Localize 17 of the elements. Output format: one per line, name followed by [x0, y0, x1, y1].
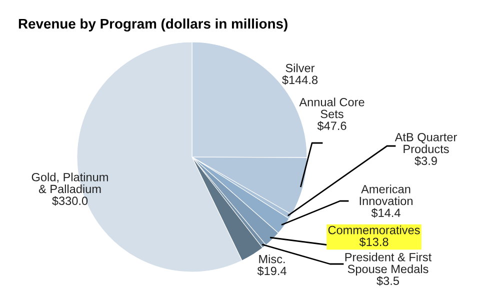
- slice-label: Gold, Platinum & Palladium: [32, 172, 108, 194]
- data-label: $47.6: [317, 121, 346, 131]
- slice-label: Misc.: [259, 254, 285, 264]
- data-label: $3.5: [376, 276, 399, 286]
- data-label: $144.8: [282, 75, 318, 85]
- data-label: $330.0: [52, 196, 88, 206]
- slice-label: Annual Core Sets: [299, 98, 364, 118]
- data-label: $14.4: [371, 208, 400, 218]
- data-label: $13.8: [359, 237, 388, 247]
- slice-label: AtB Quarter Products: [394, 132, 457, 154]
- slice-label: Commemoratives: [328, 226, 420, 234]
- chart-title: Revenue by Program (dollars in millions): [18, 18, 288, 32]
- data-label: $3.9: [414, 156, 437, 166]
- slice-label: American Innovation: [360, 184, 412, 206]
- data-label: $19.4: [257, 266, 286, 276]
- slice-label: President & First Spouse Medals: [345, 252, 432, 276]
- slice-label: Silver: [286, 64, 315, 72]
